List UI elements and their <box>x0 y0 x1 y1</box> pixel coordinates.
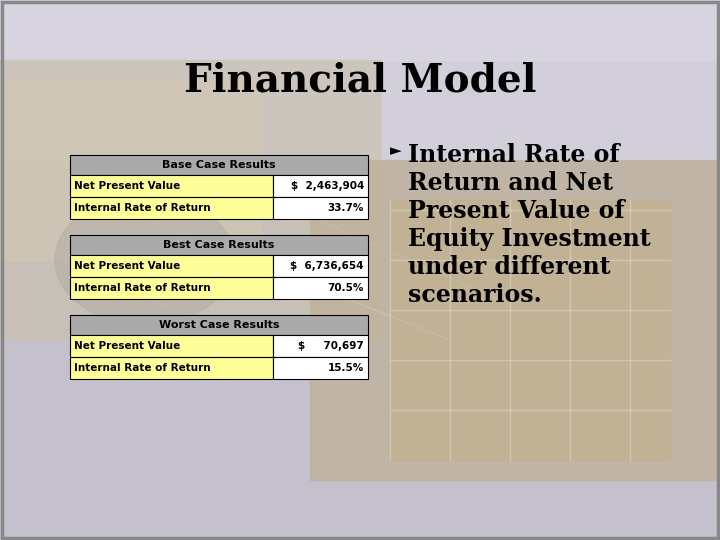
Bar <box>70 277 273 299</box>
Text: Net Present Value: Net Present Value <box>74 261 180 271</box>
Bar <box>70 235 368 255</box>
Bar <box>70 197 273 219</box>
Text: Internal Rate of Return: Internal Rate of Return <box>74 203 211 213</box>
Bar <box>70 155 368 175</box>
Text: $  2,463,904: $ 2,463,904 <box>291 181 364 191</box>
Text: Present Value of: Present Value of <box>408 199 624 223</box>
Text: Internal Rate of Return: Internal Rate of Return <box>74 363 211 373</box>
Text: Net Present Value: Net Present Value <box>74 181 180 191</box>
Text: Worst Case Results: Worst Case Results <box>158 320 279 330</box>
Text: Internal Rate of: Internal Rate of <box>408 143 619 167</box>
Bar <box>70 315 368 335</box>
Text: scenarios.: scenarios. <box>408 283 541 307</box>
Bar <box>0 60 380 340</box>
Bar <box>273 335 368 357</box>
Bar <box>273 357 368 379</box>
Text: 15.5%: 15.5% <box>328 363 364 373</box>
Bar <box>70 335 273 357</box>
Bar <box>0 0 720 60</box>
Text: Equity Investment: Equity Investment <box>408 227 651 251</box>
Bar <box>310 160 720 480</box>
Text: Return and Net: Return and Net <box>408 171 613 195</box>
Bar <box>70 175 273 197</box>
Bar <box>0 80 260 260</box>
Text: under different: under different <box>408 255 611 279</box>
Text: $     70,697: $ 70,697 <box>298 341 364 351</box>
Bar <box>0 0 720 160</box>
Bar <box>70 255 273 277</box>
Bar <box>273 175 368 197</box>
Bar <box>273 197 368 219</box>
Text: ►: ► <box>390 144 402 159</box>
Text: $  6,736,654: $ 6,736,654 <box>290 261 364 271</box>
Bar <box>390 200 670 460</box>
Text: Financial Model: Financial Model <box>184 61 536 99</box>
Text: Net Present Value: Net Present Value <box>74 341 180 351</box>
Text: Internal Rate of Return: Internal Rate of Return <box>74 283 211 293</box>
Bar <box>273 255 368 277</box>
Text: 33.7%: 33.7% <box>328 203 364 213</box>
Text: 70.5%: 70.5% <box>328 283 364 293</box>
Polygon shape <box>55 195 235 325</box>
Bar <box>70 357 273 379</box>
Bar <box>273 277 368 299</box>
Text: Best Case Results: Best Case Results <box>163 240 275 250</box>
Text: Base Case Results: Base Case Results <box>162 160 276 170</box>
